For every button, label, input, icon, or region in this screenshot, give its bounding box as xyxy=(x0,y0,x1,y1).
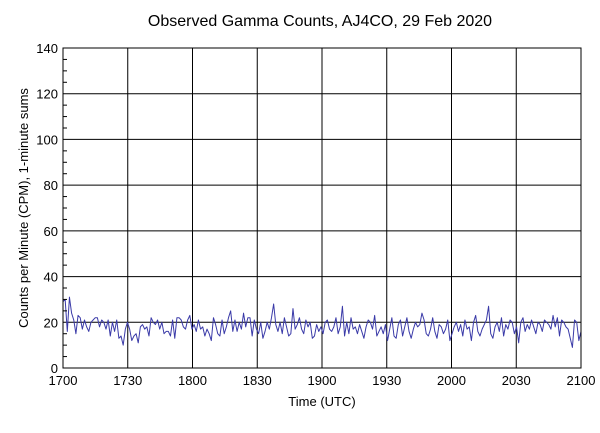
x-tick-label: 2000 xyxy=(437,373,466,388)
y-axis-label: Counts per Minute (CPM), 1-minute sums xyxy=(16,88,31,328)
series-line-0 xyxy=(62,296,582,348)
x-tick-label: 2100 xyxy=(567,373,596,388)
x-tick-label: 1700 xyxy=(49,373,78,388)
x-tick-label: 1800 xyxy=(178,373,207,388)
chart-title: Observed Gamma Counts, AJ4CO, 29 Feb 202… xyxy=(148,13,492,30)
x-tick-label: 1830 xyxy=(243,373,272,388)
y-tick-label: 140 xyxy=(36,41,58,56)
x-tick-label: 1930 xyxy=(372,373,401,388)
x-tick-label: 2030 xyxy=(502,373,531,388)
y-tick-label: 100 xyxy=(36,132,58,147)
x-axis-label: Time (UTC) xyxy=(288,394,355,409)
y-tick-label: 20 xyxy=(44,315,58,330)
x-tick-label: 1900 xyxy=(308,373,337,388)
x-tick-label: 1730 xyxy=(113,373,142,388)
y-tick-label: 60 xyxy=(44,224,58,239)
y-tick-label: 120 xyxy=(36,87,58,102)
y-tick-label: 80 xyxy=(44,178,58,193)
y-tick-label: 40 xyxy=(44,270,58,285)
y-tick-label: 0 xyxy=(51,361,58,376)
